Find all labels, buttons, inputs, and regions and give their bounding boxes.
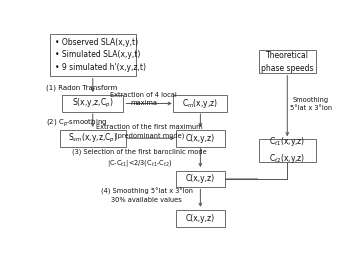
Text: • Observed SLA(x,y,t)
• Simulated SLA(x,y,t)
• 9 simulated h'(x,y,z,t): • Observed SLA(x,y,t) • Simulated SLA(x,… [55, 38, 146, 72]
Text: C(x,y,z): C(x,y,z) [186, 174, 215, 183]
Text: S$_{sm}$(x,y,z,C$_p$): S$_{sm}$(x,y,z,C$_p$) [68, 132, 118, 145]
Text: Smoothing
5°lat x 3°lon: Smoothing 5°lat x 3°lon [290, 98, 332, 111]
FancyBboxPatch shape [60, 130, 126, 147]
FancyBboxPatch shape [173, 95, 227, 112]
Text: Theoretical
phase speeds: Theoretical phase speeds [261, 51, 314, 72]
Text: C$_m$(x,y,z): C$_m$(x,y,z) [182, 97, 219, 110]
FancyBboxPatch shape [50, 34, 136, 76]
Text: (2) C$_p$-smoothing: (2) C$_p$-smoothing [46, 118, 107, 129]
FancyBboxPatch shape [176, 171, 225, 187]
Text: C(x,y,z): C(x,y,z) [186, 134, 215, 143]
Text: Extraction of the first maximum
(predominant mode): Extraction of the first maximum (predomi… [96, 124, 203, 139]
FancyBboxPatch shape [176, 210, 225, 227]
Text: (4) Smoothing 5°lat x 3°lon
30% available values: (4) Smoothing 5°lat x 3°lon 30% availabl… [101, 188, 193, 204]
Text: (3) Selection of the first baroclinic mode
|C-C$_{t1}$|<2/3(C$_{t1}$-C$_{t2}$): (3) Selection of the first baroclinic mo… [72, 149, 207, 169]
Text: C$_{t1}$(x,y,z)
C$_{t2}$(x,y,z): C$_{t1}$(x,y,z) C$_{t2}$(x,y,z) [269, 135, 305, 165]
Text: (1) Radon Transform: (1) Radon Transform [46, 84, 117, 91]
FancyBboxPatch shape [259, 139, 315, 162]
FancyBboxPatch shape [259, 50, 315, 73]
Text: C(x,y,z): C(x,y,z) [186, 214, 215, 223]
FancyBboxPatch shape [62, 95, 123, 112]
Text: Extraction of 4 local
maxima: Extraction of 4 local maxima [110, 93, 177, 107]
Text: S(x,y,z,C$_p$): S(x,y,z,C$_p$) [72, 97, 114, 110]
FancyBboxPatch shape [176, 130, 225, 147]
